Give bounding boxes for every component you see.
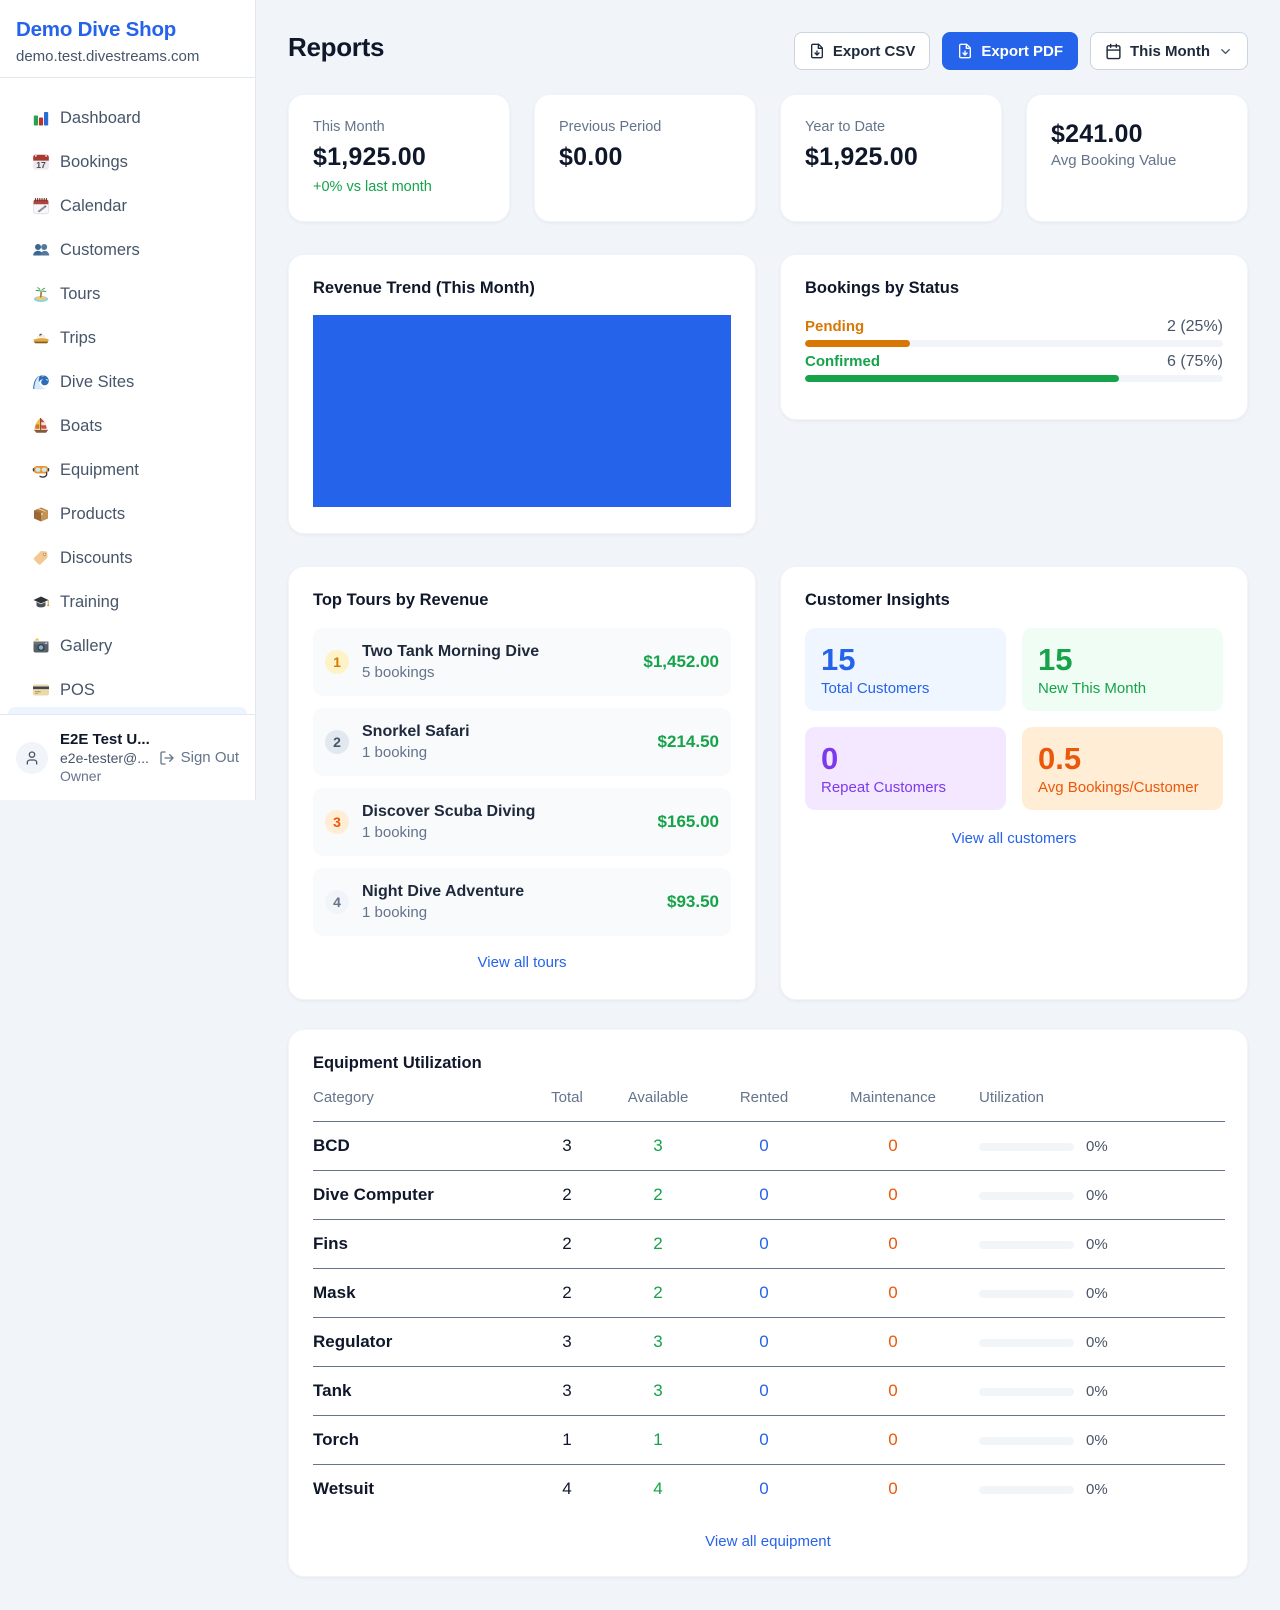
svg-text:17: 17 — [36, 160, 46, 170]
